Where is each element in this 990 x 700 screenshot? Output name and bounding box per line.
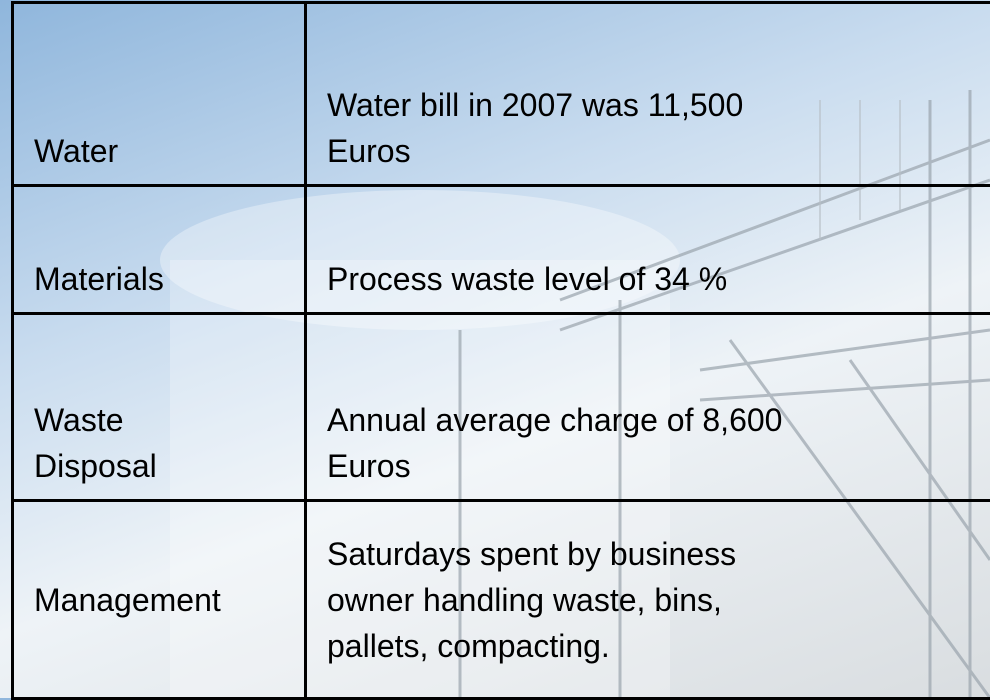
cell-text: Euros: [327, 128, 990, 174]
cell-text: Water: [34, 128, 304, 174]
cell-text: Euros: [327, 443, 990, 489]
description-cell: Process waste level of 34 %: [306, 186, 990, 314]
category-cell: Materials: [13, 186, 306, 314]
cell-text: Process waste level of 34 %: [327, 256, 990, 302]
category-cell: Management: [13, 501, 306, 699]
cell-text: Disposal: [34, 443, 304, 489]
cell-text: Water bill in 2007 was 11,500: [327, 82, 990, 128]
cell-text: Management: [34, 577, 304, 623]
slide: {"table": {"rows": [ [["Water"], ["Water…: [0, 0, 990, 698]
category-cell: Water: [13, 3, 306, 186]
cell-text: Saturdays spent by business: [327, 531, 990, 577]
table-row: Materials Process waste level of 34 %: [13, 186, 990, 314]
cell-text: pallets, compacting.: [327, 623, 990, 669]
cell-text: Materials: [34, 256, 304, 302]
cell-text: owner handling waste, bins,: [327, 577, 990, 623]
cell-text: Annual average charge of 8,600: [327, 397, 990, 443]
cell-text: Waste: [34, 397, 304, 443]
